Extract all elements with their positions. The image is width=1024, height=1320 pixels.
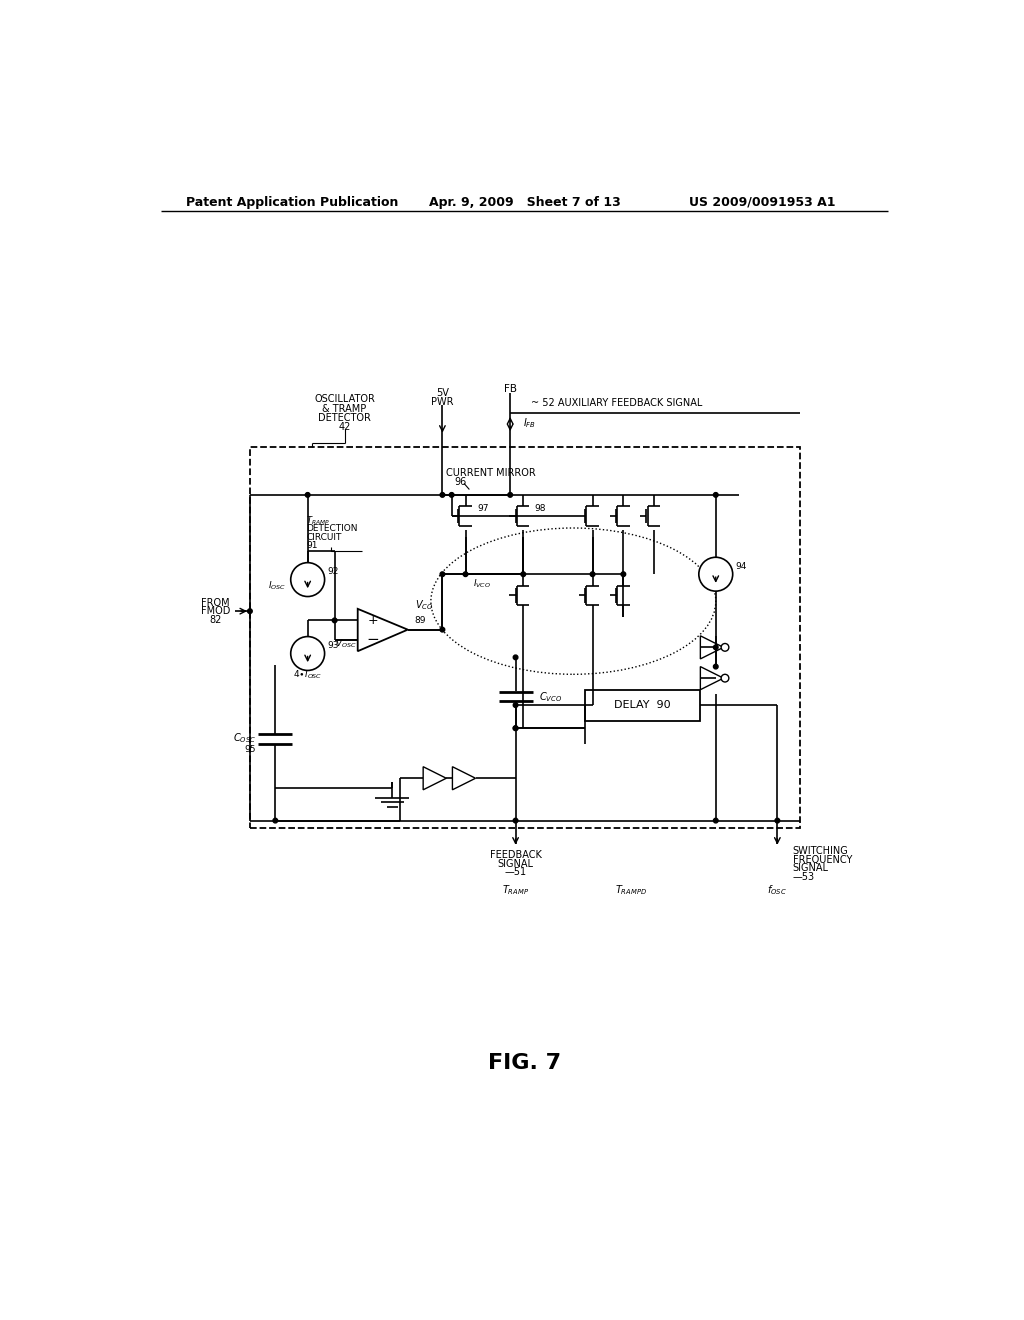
Text: $4{\bullet}I_{OSC}$: $4{\bullet}I_{OSC}$ [293,668,323,681]
Text: SWITCHING: SWITCHING [793,846,849,857]
Circle shape [714,645,718,649]
Circle shape [775,818,779,822]
Text: $T_{RAMP}$: $T_{RAMP}$ [306,513,330,527]
Text: 98: 98 [535,504,547,513]
Text: FROM: FROM [201,598,229,607]
Circle shape [450,492,454,498]
Text: $I_{FB}$: $I_{FB}$ [523,416,537,430]
Text: CURRENT MIRROR: CURRENT MIRROR [446,467,536,478]
Text: $T_{RAMPD}$: $T_{RAMPD}$ [615,883,647,896]
Text: CIRCUIT: CIRCUIT [306,533,341,541]
Text: FB: FB [504,384,517,393]
Text: ~ 52 AUXILIARY FEEDBACK SIGNAL: ~ 52 AUXILIARY FEEDBACK SIGNAL [531,399,702,408]
Text: —53: —53 [793,871,815,882]
Text: Apr. 9, 2009   Sheet 7 of 13: Apr. 9, 2009 Sheet 7 of 13 [429,195,621,209]
Circle shape [305,492,310,498]
Circle shape [521,572,525,577]
Bar [250,447,801,829]
Text: $I_{OSC}$: $I_{OSC}$ [268,579,286,591]
Circle shape [273,818,278,822]
Text: 89: 89 [414,616,425,624]
Circle shape [333,618,337,623]
Text: Patent Application Publication: Patent Application Publication [186,195,398,209]
Circle shape [513,655,518,660]
Text: FMOD: FMOD [201,606,230,616]
Circle shape [621,572,626,577]
Circle shape [248,609,252,614]
Circle shape [513,818,518,822]
Polygon shape [700,636,724,659]
Circle shape [714,818,718,822]
Text: DELAY  90: DELAY 90 [614,700,671,710]
Polygon shape [700,667,724,689]
Circle shape [513,702,518,708]
Text: & TRAMP: & TRAMP [323,404,367,413]
Text: 94: 94 [735,562,746,572]
Text: $V_{OSC}$: $V_{OSC}$ [335,638,356,649]
Polygon shape [423,767,446,789]
Text: SIGNAL: SIGNAL [793,863,828,874]
Text: −: − [367,632,380,647]
Text: +: + [368,614,379,627]
Text: OSCILLATOR: OSCILLATOR [314,395,375,404]
Text: PWR: PWR [431,397,454,407]
Text: FEEDBACK: FEEDBACK [489,850,542,861]
Circle shape [440,572,444,577]
Circle shape [291,562,325,597]
Circle shape [508,492,512,498]
Text: 82: 82 [209,615,221,624]
Polygon shape [453,767,475,789]
Bar [585,689,700,721]
Text: $C_{VCO}$: $C_{VCO}$ [539,690,562,704]
Text: 5V: 5V [436,388,449,399]
Text: $V_{CO}$: $V_{CO}$ [416,598,434,612]
Circle shape [721,644,729,651]
Text: 92: 92 [327,568,338,577]
Text: 93: 93 [327,642,338,651]
Text: —51: —51 [505,867,526,878]
Text: 96: 96 [454,477,466,487]
Text: FIG. 7: FIG. 7 [488,1053,561,1073]
Circle shape [714,664,718,669]
Circle shape [721,675,729,682]
Text: DETECTION: DETECTION [306,524,357,533]
Text: FREQUENCY: FREQUENCY [793,855,852,865]
Circle shape [513,726,518,730]
Circle shape [440,627,444,632]
Text: $f_{OSC}$: $f_{OSC}$ [767,883,787,896]
Text: $I_{VCO}$: $I_{VCO}$ [473,577,492,590]
Circle shape [291,636,325,671]
Text: SIGNAL: SIGNAL [498,859,534,869]
Text: US 2009/0091953 A1: US 2009/0091953 A1 [689,195,836,209]
Circle shape [440,492,444,498]
Circle shape [513,726,518,730]
Circle shape [590,572,595,577]
Text: $T_{RAMP}$: $T_{RAMP}$ [502,883,529,896]
Text: 91: 91 [306,541,317,550]
Circle shape [698,557,733,591]
Text: 97: 97 [477,504,488,513]
Polygon shape [357,609,408,651]
Text: 42: 42 [339,422,351,432]
Text: DETECTOR: DETECTOR [318,413,371,422]
Text: $C_{OSC}$: $C_{OSC}$ [232,731,256,744]
Circle shape [714,492,718,498]
Circle shape [463,572,468,577]
Text: 95: 95 [245,746,256,754]
